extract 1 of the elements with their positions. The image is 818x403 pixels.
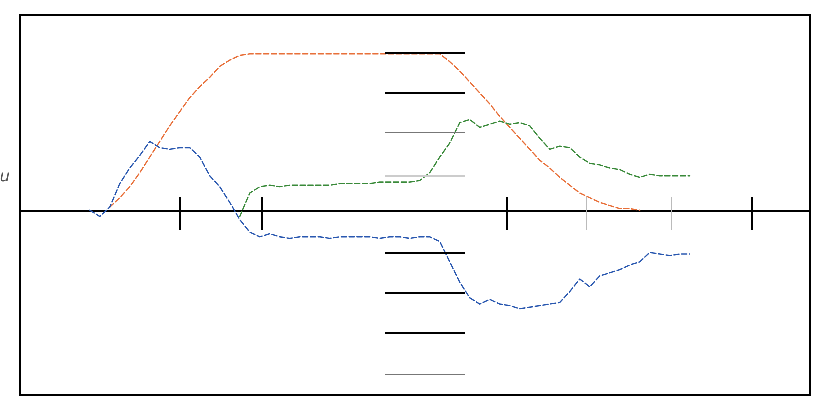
y-axis-title: u — [0, 166, 10, 186]
